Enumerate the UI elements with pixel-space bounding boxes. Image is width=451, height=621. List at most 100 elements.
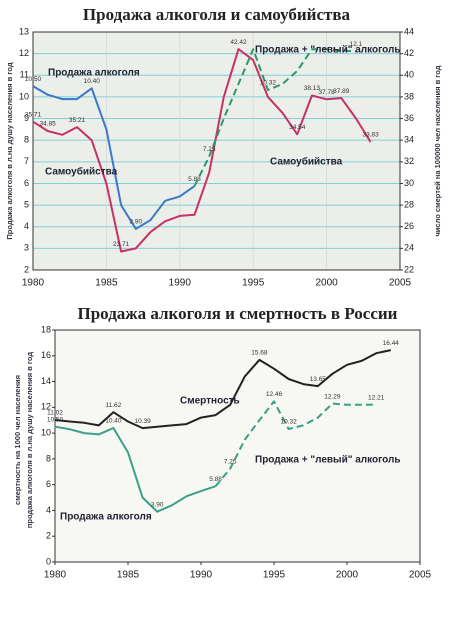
- data-label: 10.50: [25, 76, 42, 83]
- y-tick-label: 5: [24, 199, 29, 209]
- x-tick-label: 1980: [44, 570, 67, 581]
- series-label: Самоубийства: [45, 166, 118, 178]
- y2-axis-title: число смертей на 100000 чел населения в …: [433, 65, 442, 236]
- data-label: 11.02: [47, 410, 63, 417]
- data-label: 10.50: [47, 416, 64, 423]
- data-label: 3.90: [151, 501, 164, 508]
- chart-title: Продажа алкоголя и самоубийства: [83, 5, 351, 24]
- data-label: 3.90: [129, 219, 142, 226]
- y-tick-label: 16: [41, 350, 51, 360]
- y2-tick-label: 22: [404, 264, 414, 274]
- y-tick-label: 6: [24, 178, 29, 188]
- x-tick-label: 1985: [95, 278, 118, 289]
- data-label: 10.32: [260, 80, 277, 87]
- data-label: 12.21: [368, 394, 385, 401]
- data-label: 34.54: [289, 124, 306, 131]
- x-tick-label: 1980: [22, 278, 45, 289]
- x-tick-label: 1995: [242, 278, 265, 289]
- y-tick-label: 10: [41, 427, 51, 437]
- data-label: 10.40: [105, 418, 122, 425]
- plot-background: [33, 32, 400, 270]
- x-tick-label: 2000: [336, 570, 359, 581]
- x-tick-label: 2005: [409, 570, 432, 581]
- data-label: 5.88: [209, 476, 222, 483]
- series-line: [193, 48, 357, 187]
- y2-tick-label: 24: [404, 243, 414, 253]
- y-tick-label: 2: [24, 264, 29, 274]
- chart-title: Продажа алкоголя и смертность в России: [78, 304, 398, 323]
- data-label: 34.85: [40, 121, 57, 128]
- series-line: [54, 349, 392, 430]
- data-label: 16.44: [383, 340, 400, 347]
- y-tick-label: 4: [46, 505, 51, 515]
- series-line: [54, 425, 216, 513]
- x-tick-label: 2005: [389, 278, 412, 289]
- y-axis-title: смертность на 1000 чел населения: [13, 375, 22, 505]
- data-label: 13.65: [310, 376, 327, 383]
- series-label: Продажа + "левый" алкоголь: [255, 455, 401, 466]
- y-tick-label: 8: [46, 453, 51, 463]
- data-label: 5.88: [188, 176, 201, 183]
- y2-tick-label: 40: [404, 70, 414, 80]
- y-tick-label: 7: [24, 156, 29, 166]
- data-label: 10.32: [280, 419, 297, 426]
- data-label: 11.62: [106, 402, 122, 409]
- data-label: 12.29: [324, 393, 341, 400]
- y2-tick-label: 44: [404, 26, 414, 36]
- y-tick-label: 18: [41, 324, 51, 334]
- series-line: [32, 48, 372, 253]
- y-tick-label: 10: [19, 91, 29, 101]
- data-label: 10.40: [84, 78, 101, 85]
- y-tick-label: 14: [41, 376, 51, 386]
- series-label: Продажа алкоголя: [48, 68, 140, 79]
- x-tick-label: 1995: [263, 570, 286, 581]
- y-tick-label: 6: [46, 479, 51, 489]
- plot-frame: [32, 31, 401, 271]
- data-label: 33.83: [362, 132, 379, 139]
- x-tick-label: 1985: [117, 570, 140, 581]
- y-tick-label: 3: [24, 243, 29, 253]
- y-axis-title: Продажа алкоголя в л.на душу населения в…: [5, 62, 14, 239]
- y-tick-label: 13: [19, 26, 29, 36]
- data-label: 37.78: [318, 89, 335, 96]
- y-tick-label: 2: [46, 531, 51, 541]
- y-tick-label: 4: [24, 221, 29, 231]
- y2-tick-label: 42: [404, 48, 414, 58]
- data-label: 37.89: [333, 88, 350, 95]
- y-tick-label: 12: [19, 48, 29, 58]
- y2-tick-label: 36: [404, 113, 414, 123]
- data-label: 10.39: [134, 418, 151, 425]
- x-tick-label: 1990: [190, 570, 213, 581]
- data-label: 35.21: [69, 117, 86, 124]
- plot-frame: [54, 329, 421, 563]
- y2-tick-label: 38: [404, 91, 414, 101]
- y2-tick-label: 32: [404, 156, 414, 166]
- data-label: 38.13: [304, 85, 321, 92]
- y-tick-label: 9: [24, 113, 29, 123]
- y2-tick-label: 30: [404, 178, 414, 188]
- y-tick-label: 11: [20, 70, 29, 80]
- x-tick-label: 2000: [315, 278, 338, 289]
- series-line: [214, 400, 377, 487]
- series-label: Смертность: [180, 396, 240, 407]
- data-label: 15.68: [251, 350, 268, 357]
- series-label: Продажа + "левый" алкоголь: [255, 45, 401, 56]
- series-line: [32, 85, 196, 230]
- y-tick-label: 12: [41, 402, 51, 412]
- y-tick-label: 0: [46, 556, 51, 566]
- y2-tick-label: 28: [404, 199, 414, 209]
- y2-tick-label: 34: [404, 135, 414, 145]
- data-label: 12.46: [266, 391, 283, 398]
- data-label: 7.25: [224, 458, 237, 465]
- plot-background: [55, 330, 420, 562]
- data-label: 12.1: [350, 41, 363, 48]
- y-tick-label: 8: [24, 135, 29, 145]
- data-label: 42.42: [230, 39, 247, 46]
- x-tick-label: 1990: [169, 278, 192, 289]
- data-label: 23.71: [113, 241, 130, 248]
- y-axis-title: продажа алкоголя в л.на душу населения в…: [25, 352, 34, 529]
- data-label: 35.71: [25, 111, 42, 118]
- annotation: Самоубийства: [270, 156, 343, 168]
- y2-tick-label: 26: [404, 221, 414, 231]
